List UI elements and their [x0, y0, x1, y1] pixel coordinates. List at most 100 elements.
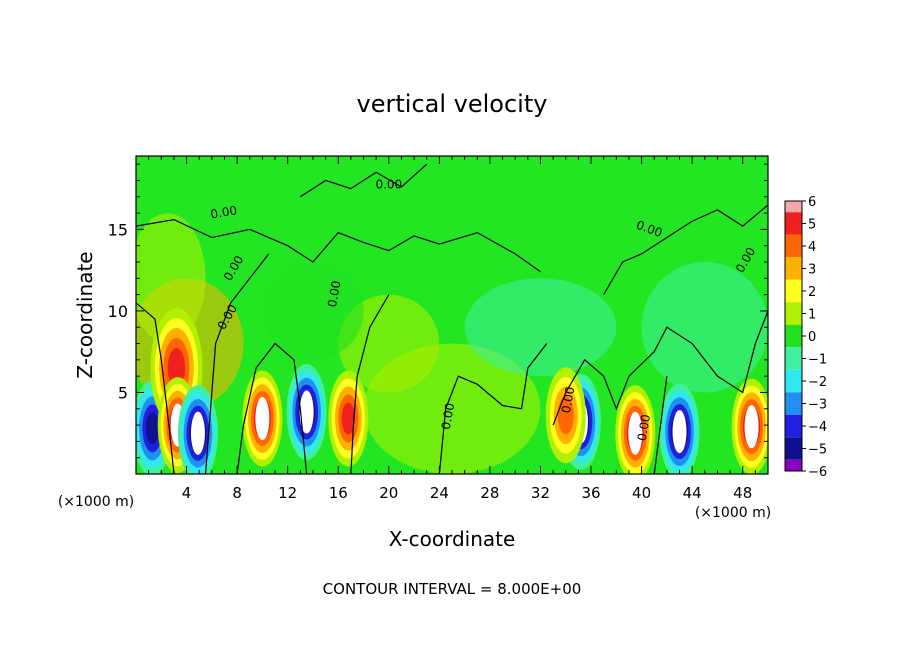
x-tick-label: 44 [683, 484, 702, 502]
colorbar-swatch [785, 212, 802, 224]
velocity-level [341, 402, 356, 435]
zero-contour-line [136, 218, 541, 273]
colorbar-swatch [785, 414, 802, 426]
contour-label: 0.00 [375, 178, 402, 192]
y-axis-ticks: 5 10 15 [108, 163, 768, 475]
velocity-core [628, 411, 643, 455]
colorbar-label: −2 [808, 375, 827, 390]
x-tick-label: 4 [182, 484, 192, 502]
colorbar-label: −3 [808, 398, 827, 413]
colorbar-swatch [785, 392, 802, 404]
x-tick-label: 32 [531, 484, 550, 502]
colorbar-swatch [785, 369, 802, 381]
colorbar-swatch [785, 246, 802, 258]
colorbar-swatch [785, 437, 802, 449]
zero-contour-line [603, 204, 768, 295]
zero-contour-line [136, 302, 175, 474]
velocity-core [299, 390, 314, 434]
colorbar-swatch [785, 279, 802, 291]
colorbar-label: −5 [808, 443, 827, 458]
downdraft-cell [286, 364, 327, 461]
y-tick-label: 5 [118, 383, 128, 402]
x-axis-label: X-coordinate [389, 527, 516, 551]
colorbar-swatch [785, 358, 802, 370]
colorbar-label: 6 [808, 195, 816, 210]
colorbar-label: −4 [808, 420, 827, 435]
velocity-level [557, 396, 574, 435]
zero-contour-line [236, 342, 308, 474]
contour-label: 0.00 [635, 413, 653, 442]
zero-contour-line [350, 294, 390, 474]
colorbar-swatch [785, 347, 802, 359]
velocity-core [190, 411, 205, 455]
x-tick-label: 40 [632, 484, 651, 502]
x-tick-label: 28 [480, 484, 499, 502]
colorbar: 6 5 4 3 2 1 0 −1 −2 −3 −4 −5 −6 [784, 195, 827, 480]
colorbar-label: −6 [808, 465, 827, 480]
background-patch [464, 278, 617, 377]
background-patch [262, 262, 364, 360]
colorbar-swatch [785, 291, 802, 303]
updraft-cell [615, 385, 656, 474]
y-axis-label: Z-coordinate [73, 251, 97, 378]
x-unit-right: (×1000 m) [695, 505, 771, 521]
y-tick-label: 15 [108, 220, 128, 239]
background-patch [136, 213, 206, 344]
colorbar-swatch [785, 336, 802, 348]
velocity-core [672, 410, 687, 454]
x-tick-label: 48 [733, 484, 752, 502]
background-patch [338, 294, 440, 393]
velocity-core [255, 396, 270, 441]
x-tick-label: 12 [278, 484, 297, 502]
background-patch [641, 262, 768, 393]
colorbar-swatch [785, 313, 802, 325]
colorbar-swatch [785, 257, 802, 269]
contour-label: 0.00 [559, 386, 577, 415]
updraft-cell [731, 378, 768, 474]
colorbar-swatch [785, 324, 802, 336]
colorbar-swatch [785, 403, 802, 415]
x-axis-ticks: 4 8 12 16 20 24 28 32 36 40 44 48 [135, 156, 769, 502]
downdraft-cell [177, 385, 218, 474]
x-tick-label: 24 [430, 484, 449, 502]
updraft-cell [328, 370, 369, 467]
x-tick-label: 36 [581, 484, 600, 502]
colorbar-swatch [785, 426, 802, 438]
zero-contour-line [552, 310, 768, 426]
x-tick-label: 20 [379, 484, 398, 502]
colorbar-label: 0 [808, 330, 816, 345]
colorbar-label: 3 [808, 263, 816, 278]
chart-title: vertical velocity [357, 90, 548, 118]
x-tick-label: 16 [329, 484, 348, 502]
x-tick-label: 8 [232, 484, 242, 502]
velocity-field [136, 213, 768, 474]
colorbar-swatch [785, 381, 802, 393]
zero-contour-line [299, 163, 428, 198]
colorbar-label: 4 [808, 240, 816, 255]
velocity-level [145, 412, 160, 445]
y-tick-label: 10 [108, 302, 128, 321]
downdraft-cell [659, 383, 700, 474]
plot-area: 0.000.000.000.000.000.000.000.000.000.00… [108, 155, 769, 502]
velocity-core [744, 405, 759, 449]
colorbar-swatch [785, 448, 802, 460]
colorbar-swatch [785, 302, 802, 314]
zero-contour-line [438, 343, 548, 474]
colorbar-label: −1 [808, 353, 827, 368]
x-unit-left: (×1000 m) [58, 494, 134, 510]
contour-label: 0.00 [325, 280, 343, 309]
contour-label: 0.00 [209, 203, 238, 221]
contour-interval-note: CONTOUR INTERVAL = 8.000E+00 [323, 580, 582, 598]
zero-contours: 0.000.000.000.000.000.000.000.000.000.00 [136, 163, 768, 474]
updraft-cell [242, 370, 283, 467]
zero-contour-line [204, 253, 270, 474]
colorbar-swatch [785, 201, 802, 213]
updraft-cell [545, 367, 586, 464]
colorbar-swatch [785, 234, 802, 246]
colorbar-label: 2 [808, 285, 816, 300]
colorbar-label: 1 [808, 308, 816, 323]
zero-contour-line [653, 376, 668, 474]
colorbar-swatch [785, 459, 802, 471]
colorbar-label: 5 [808, 218, 816, 233]
